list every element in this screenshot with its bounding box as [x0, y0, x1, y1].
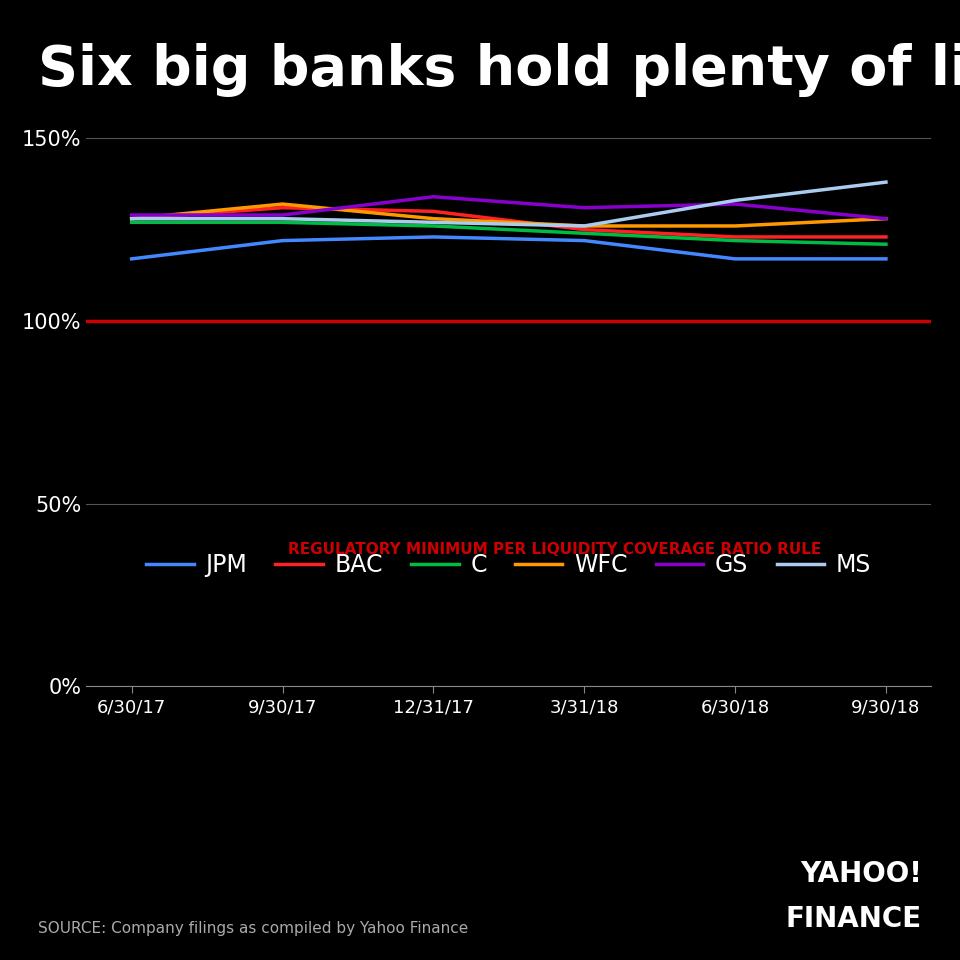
Text: SOURCE: Company filings as compiled by Yahoo Finance: SOURCE: Company filings as compiled by Y…	[38, 921, 468, 936]
GS	[730, 199, 741, 210]
BAC	[276, 202, 288, 213]
Line: BAC: BAC	[132, 207, 886, 237]
C	[126, 217, 137, 228]
Line: GS: GS	[132, 197, 886, 219]
BAC	[427, 205, 439, 217]
Line: JPM: JPM	[132, 237, 886, 259]
MS	[880, 177, 892, 188]
WFC	[427, 213, 439, 225]
JPM	[579, 235, 590, 247]
C	[730, 235, 741, 247]
Text: REGULATORY MINIMUM PER LIQUIDITY COVERAGE RATIO RULE: REGULATORY MINIMUM PER LIQUIDITY COVERAG…	[288, 542, 821, 558]
Text: Six big banks hold plenty of liquid: Six big banks hold plenty of liquid	[38, 43, 960, 97]
MS	[276, 213, 288, 225]
Text: YAHOO!: YAHOO!	[800, 860, 922, 888]
C	[880, 238, 892, 250]
GS	[579, 202, 590, 213]
C	[427, 220, 439, 231]
WFC	[880, 213, 892, 225]
WFC	[276, 199, 288, 210]
JPM	[730, 253, 741, 265]
GS	[427, 191, 439, 203]
JPM	[126, 253, 137, 265]
WFC	[579, 220, 590, 231]
JPM	[880, 253, 892, 265]
JPM	[276, 235, 288, 247]
JPM	[427, 231, 439, 243]
WFC	[126, 213, 137, 225]
MS	[427, 217, 439, 228]
WFC	[730, 220, 741, 231]
GS	[880, 213, 892, 225]
Line: WFC: WFC	[132, 204, 886, 226]
MS	[126, 213, 137, 225]
BAC	[880, 231, 892, 243]
Line: MS: MS	[132, 182, 886, 226]
Line: C: C	[132, 223, 886, 244]
GS	[126, 209, 137, 221]
MS	[730, 195, 741, 206]
BAC	[126, 213, 137, 225]
C	[276, 217, 288, 228]
Text: FINANCE: FINANCE	[785, 905, 922, 933]
GS	[276, 209, 288, 221]
BAC	[579, 224, 590, 235]
MS	[579, 220, 590, 231]
Legend: JPM, BAC, C, WFC, GS, MS: JPM, BAC, C, WFC, GS, MS	[137, 544, 880, 587]
C	[579, 228, 590, 239]
BAC	[730, 231, 741, 243]
